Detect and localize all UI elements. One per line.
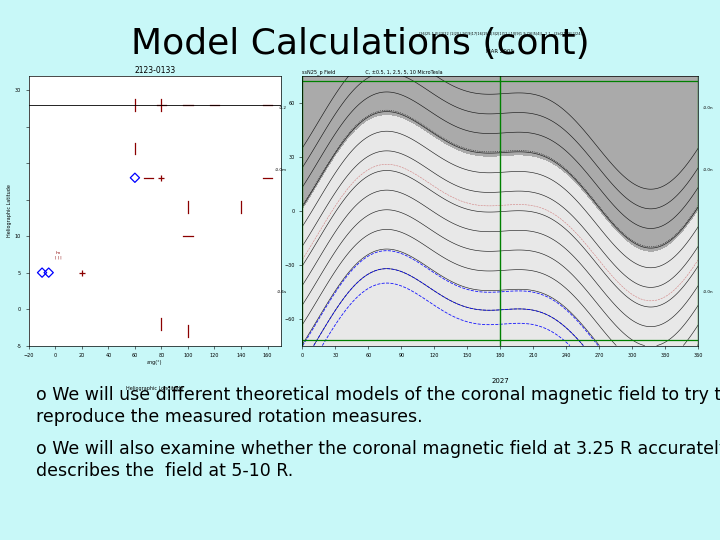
Text: Model Calculations (cont): Model Calculations (cont) xyxy=(131,27,589,61)
Text: describes the  field at 5-10 R.: describes the field at 5-10 R. xyxy=(36,462,293,480)
Text: Heliographic Longitude: Heliographic Longitude xyxy=(126,386,184,391)
Text: -0.0m: -0.0m xyxy=(274,168,287,172)
Text: ssN25_p Field                    C, ±0.5, 1, 2.5, 5, 10 MicroTesla: ssN25_p Field C, ±0.5, 1, 2.5, 5, 10 Mic… xyxy=(302,69,443,75)
Text: -0.0n: -0.0n xyxy=(702,106,713,110)
Text: -0.0n: -0.0n xyxy=(702,168,713,172)
Title: 2123-0133: 2123-0133 xyxy=(134,66,176,75)
Y-axis label: Heliographic Latitude: Heliographic Latitude xyxy=(7,184,12,237)
Text: |26|25 5 0|23|22 |1|20 l,9|19|17|16|15|4|3|2|1|12 l 10|9|1 9 7|6|5|4|l . 2 1 . |: |26|25 5 0|23|22 |1|20 l,9|19|17|16|15|4… xyxy=(419,31,582,35)
X-axis label: ang(°): ang(°) xyxy=(147,360,163,365)
Point xyxy=(43,268,55,277)
Point xyxy=(129,173,140,182)
Text: -0.2: -0.2 xyxy=(279,106,287,110)
Text: MAR 2005: MAR 2005 xyxy=(487,49,514,54)
Text: reproduce the measured rotation measures.: reproduce the measured rotation measures… xyxy=(36,408,423,426)
Text: o We will use different theoretical models of the coronal magnetic field to try : o We will use different theoretical mode… xyxy=(36,386,720,404)
Point xyxy=(156,173,167,182)
Point xyxy=(36,268,48,277)
Text: 2027: 2027 xyxy=(492,378,509,384)
Text: -0.0n: -0.0n xyxy=(702,289,713,294)
Point xyxy=(76,268,88,277)
Text: lm
| | |: lm | | | xyxy=(55,251,62,259)
Text: -0.6s: -0.6s xyxy=(276,289,287,294)
Text: o We will also examine whether the coronal magnetic field at 3.25 R accurately: o We will also examine whether the coron… xyxy=(36,440,720,458)
